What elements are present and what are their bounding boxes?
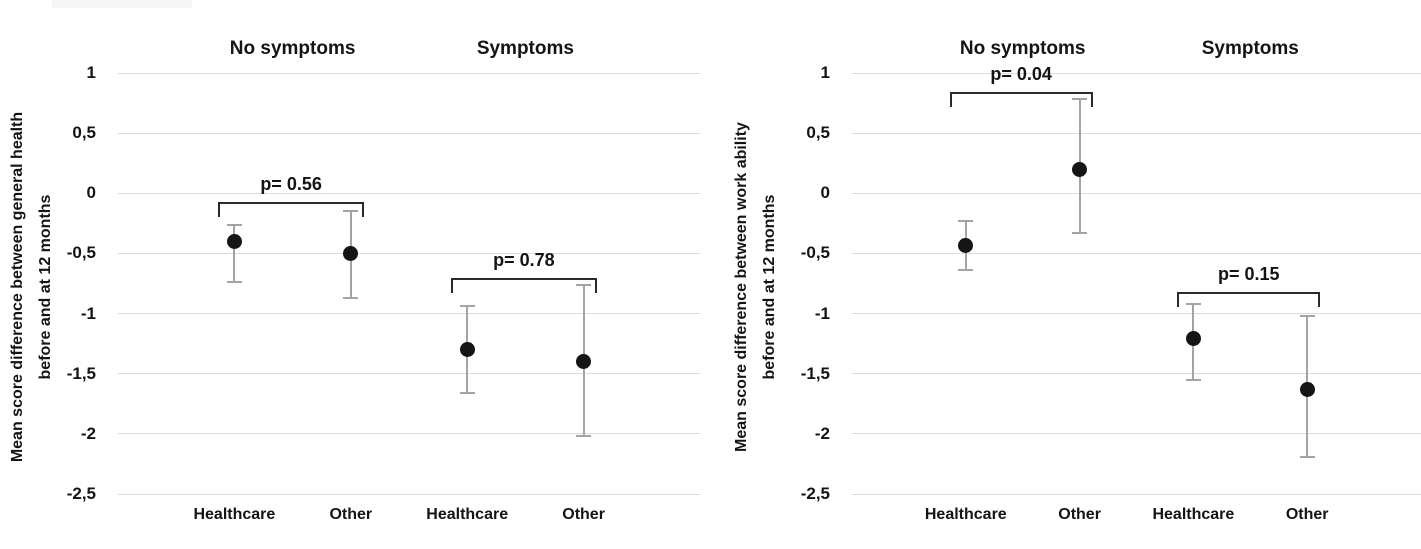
gridline bbox=[852, 493, 1421, 495]
gridline bbox=[852, 252, 1421, 254]
gridline bbox=[852, 72, 1421, 74]
p-bracket-tick bbox=[594, 277, 597, 293]
data-point-marker bbox=[343, 245, 359, 261]
y-tick-label: -1,5 bbox=[66, 363, 96, 383]
gridline bbox=[118, 132, 700, 134]
gridline bbox=[852, 192, 1421, 194]
p-bracket-tick bbox=[949, 92, 952, 108]
gridline bbox=[118, 72, 700, 74]
error-bar-cap-bottom bbox=[958, 269, 974, 272]
p-value-label: p= 0.78 bbox=[493, 249, 555, 270]
y-tick-label: -2 bbox=[80, 423, 96, 443]
group-header: No symptoms bbox=[229, 38, 356, 59]
gridline bbox=[852, 433, 1421, 435]
scan-artifact bbox=[52, 0, 192, 8]
y-tick-label: 0 bbox=[86, 183, 96, 203]
data-point-marker bbox=[1185, 331, 1201, 347]
p-bracket-tick bbox=[1318, 291, 1321, 307]
y-tick-label: -1 bbox=[814, 303, 830, 323]
y-axis-title-line: Mean score difference between work abili… bbox=[733, 122, 750, 452]
gridline bbox=[118, 192, 700, 194]
error-bar-cap-top bbox=[576, 283, 592, 286]
y-tick-label: 1 bbox=[820, 63, 830, 82]
error-bar-cap-top bbox=[459, 305, 475, 308]
p-bracket-tick bbox=[218, 201, 221, 217]
data-point-marker bbox=[226, 233, 242, 249]
p-bracket-line bbox=[218, 201, 364, 204]
group-header: No symptoms bbox=[959, 38, 1086, 59]
gridline bbox=[852, 313, 1421, 315]
p-bracket-tick bbox=[361, 201, 364, 217]
x-category-label: Healthcare bbox=[1152, 506, 1235, 523]
error-bar-cap-bottom bbox=[1185, 378, 1201, 381]
error-bar-cap-top bbox=[226, 223, 242, 226]
y-tick-label: -2 bbox=[814, 423, 830, 443]
error-bar-cap-top bbox=[1072, 98, 1088, 101]
error-bar-cap-top bbox=[343, 210, 359, 213]
x-category-label: Healthcare bbox=[924, 506, 1007, 523]
x-category-label: Healthcare bbox=[193, 506, 276, 523]
x-category-label: Other bbox=[329, 506, 373, 523]
gridline bbox=[118, 493, 700, 495]
error-bar-cap-top bbox=[1299, 315, 1315, 317]
y-tick-label: 0 bbox=[820, 183, 830, 203]
data-point-marker bbox=[958, 237, 974, 253]
data-point-marker bbox=[459, 342, 475, 358]
y-tick-label: 1 bbox=[86, 63, 96, 82]
p-value-label: p= 0.15 bbox=[1218, 263, 1280, 284]
p-bracket-line bbox=[1177, 291, 1321, 294]
gridline bbox=[118, 252, 700, 254]
gridline bbox=[852, 373, 1421, 375]
group-header: Symptoms bbox=[476, 38, 574, 59]
error-bar-line bbox=[233, 224, 236, 283]
gridline bbox=[852, 132, 1421, 134]
y-tick-label: -0,5 bbox=[800, 243, 830, 263]
p-value-label: p= 0.04 bbox=[990, 64, 1052, 85]
error-bar-cap-bottom bbox=[226, 281, 242, 284]
p-bracket-line bbox=[949, 92, 1093, 95]
p-bracket-tick bbox=[1090, 92, 1093, 108]
gridline bbox=[118, 433, 700, 435]
y-tick-label: -1 bbox=[80, 303, 96, 323]
data-point-marker bbox=[1299, 381, 1315, 397]
x-category-label: Healthcare bbox=[426, 506, 509, 523]
data-point-marker bbox=[576, 354, 592, 370]
x-category-label: Other bbox=[562, 506, 605, 523]
p-bracket-line bbox=[451, 277, 597, 280]
error-bar-cap-bottom bbox=[459, 391, 475, 394]
error-bar-cap-bottom bbox=[343, 296, 359, 299]
group-header: Symptoms bbox=[1201, 38, 1299, 59]
x-category-label: Other bbox=[1058, 506, 1101, 523]
y-tick-label: -1,5 bbox=[800, 363, 830, 383]
error-bar-cap-bottom bbox=[1299, 455, 1315, 458]
gridline bbox=[118, 373, 700, 375]
y-tick-label: -0,5 bbox=[66, 243, 96, 263]
error-bar-cap-top bbox=[1185, 302, 1201, 305]
p-value-label: p= 0.56 bbox=[260, 173, 322, 194]
data-point-marker bbox=[1072, 161, 1088, 177]
p-bracket-tick bbox=[451, 277, 454, 293]
gridline bbox=[118, 313, 700, 315]
error-bar-cap-top bbox=[958, 219, 974, 222]
y-tick-label: 0,5 bbox=[806, 123, 830, 143]
y-tick-label: 0,5 bbox=[72, 123, 96, 143]
y-tick-label: -2,5 bbox=[66, 484, 96, 504]
p-bracket-tick bbox=[1177, 291, 1180, 307]
error-bar-cap-bottom bbox=[1072, 231, 1088, 234]
x-category-label: Other bbox=[1285, 506, 1329, 523]
error-bar-cap-bottom bbox=[576, 435, 592, 438]
y-tick-label: -2,5 bbox=[800, 484, 830, 504]
